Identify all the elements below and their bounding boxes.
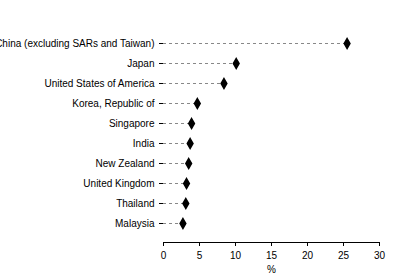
svg-text:Korea, Republic of: Korea, Republic of [72, 98, 154, 109]
svg-text:Japan: Japan [127, 58, 154, 69]
svg-text:Malaysia: Malaysia [115, 218, 155, 229]
svg-text:25: 25 [338, 250, 350, 261]
svg-text:Singapore: Singapore [109, 118, 155, 129]
svg-text:United Kingdom: United Kingdom [83, 178, 154, 189]
svg-text:China (excluding SARs and Taiw: China (excluding SARs and Taiwan) [0, 38, 155, 49]
svg-text:30: 30 [374, 250, 386, 261]
svg-text:20: 20 [302, 250, 314, 261]
svg-text:5: 5 [197, 250, 203, 261]
svg-text:Thailand: Thailand [116, 198, 154, 209]
svg-text:15: 15 [266, 250, 278, 261]
svg-text:India: India [133, 138, 155, 149]
svg-text:United States of America: United States of America [44, 78, 154, 89]
svg-text:0: 0 [161, 250, 167, 261]
svg-text:10: 10 [230, 250, 242, 261]
svg-text:%: % [267, 264, 276, 275]
svg-text:New Zealand: New Zealand [96, 158, 155, 169]
